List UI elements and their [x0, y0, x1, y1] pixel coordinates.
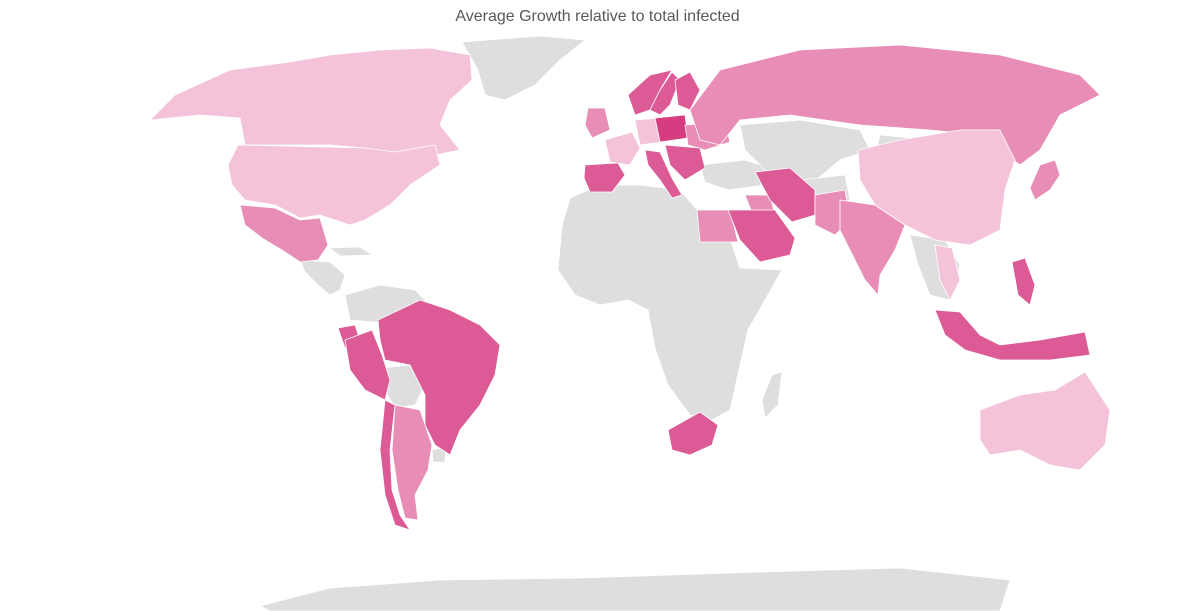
region-canada	[149, 47, 473, 161]
region-saudi-arabia	[727, 209, 796, 263]
region-china	[857, 129, 1016, 246]
region-mexico	[239, 204, 329, 263]
region-uk	[584, 107, 611, 139]
region-peru	[344, 329, 391, 401]
region-antarctica	[259, 567, 1011, 611]
region-brazil	[377, 299, 501, 456]
region-australia	[979, 371, 1111, 471]
region-madagascar	[761, 371, 783, 419]
region-poland	[654, 114, 689, 143]
region-indonesia	[934, 309, 1091, 361]
region-argentina	[391, 404, 433, 521]
region-central-asia	[739, 119, 871, 186]
region-egypt	[696, 209, 739, 243]
region-greenland	[461, 35, 586, 101]
region-cuba	[329, 246, 373, 257]
region-japan	[1029, 159, 1061, 201]
region-central-america	[299, 259, 346, 296]
region-finland	[674, 71, 701, 111]
chart-title: Average Growth relative to total infecte…	[455, 8, 740, 25]
region-chile	[379, 399, 411, 531]
region-thailand	[934, 244, 961, 301]
region-south-africa	[667, 411, 719, 456]
region-united-states	[227, 144, 441, 226]
no-data-regions	[259, 35, 1011, 611]
region-italy	[644, 149, 683, 199]
region-balkans	[664, 144, 706, 181]
region-france	[604, 131, 641, 166]
data-regions	[149, 44, 1111, 531]
region-philippines	[1011, 257, 1036, 306]
